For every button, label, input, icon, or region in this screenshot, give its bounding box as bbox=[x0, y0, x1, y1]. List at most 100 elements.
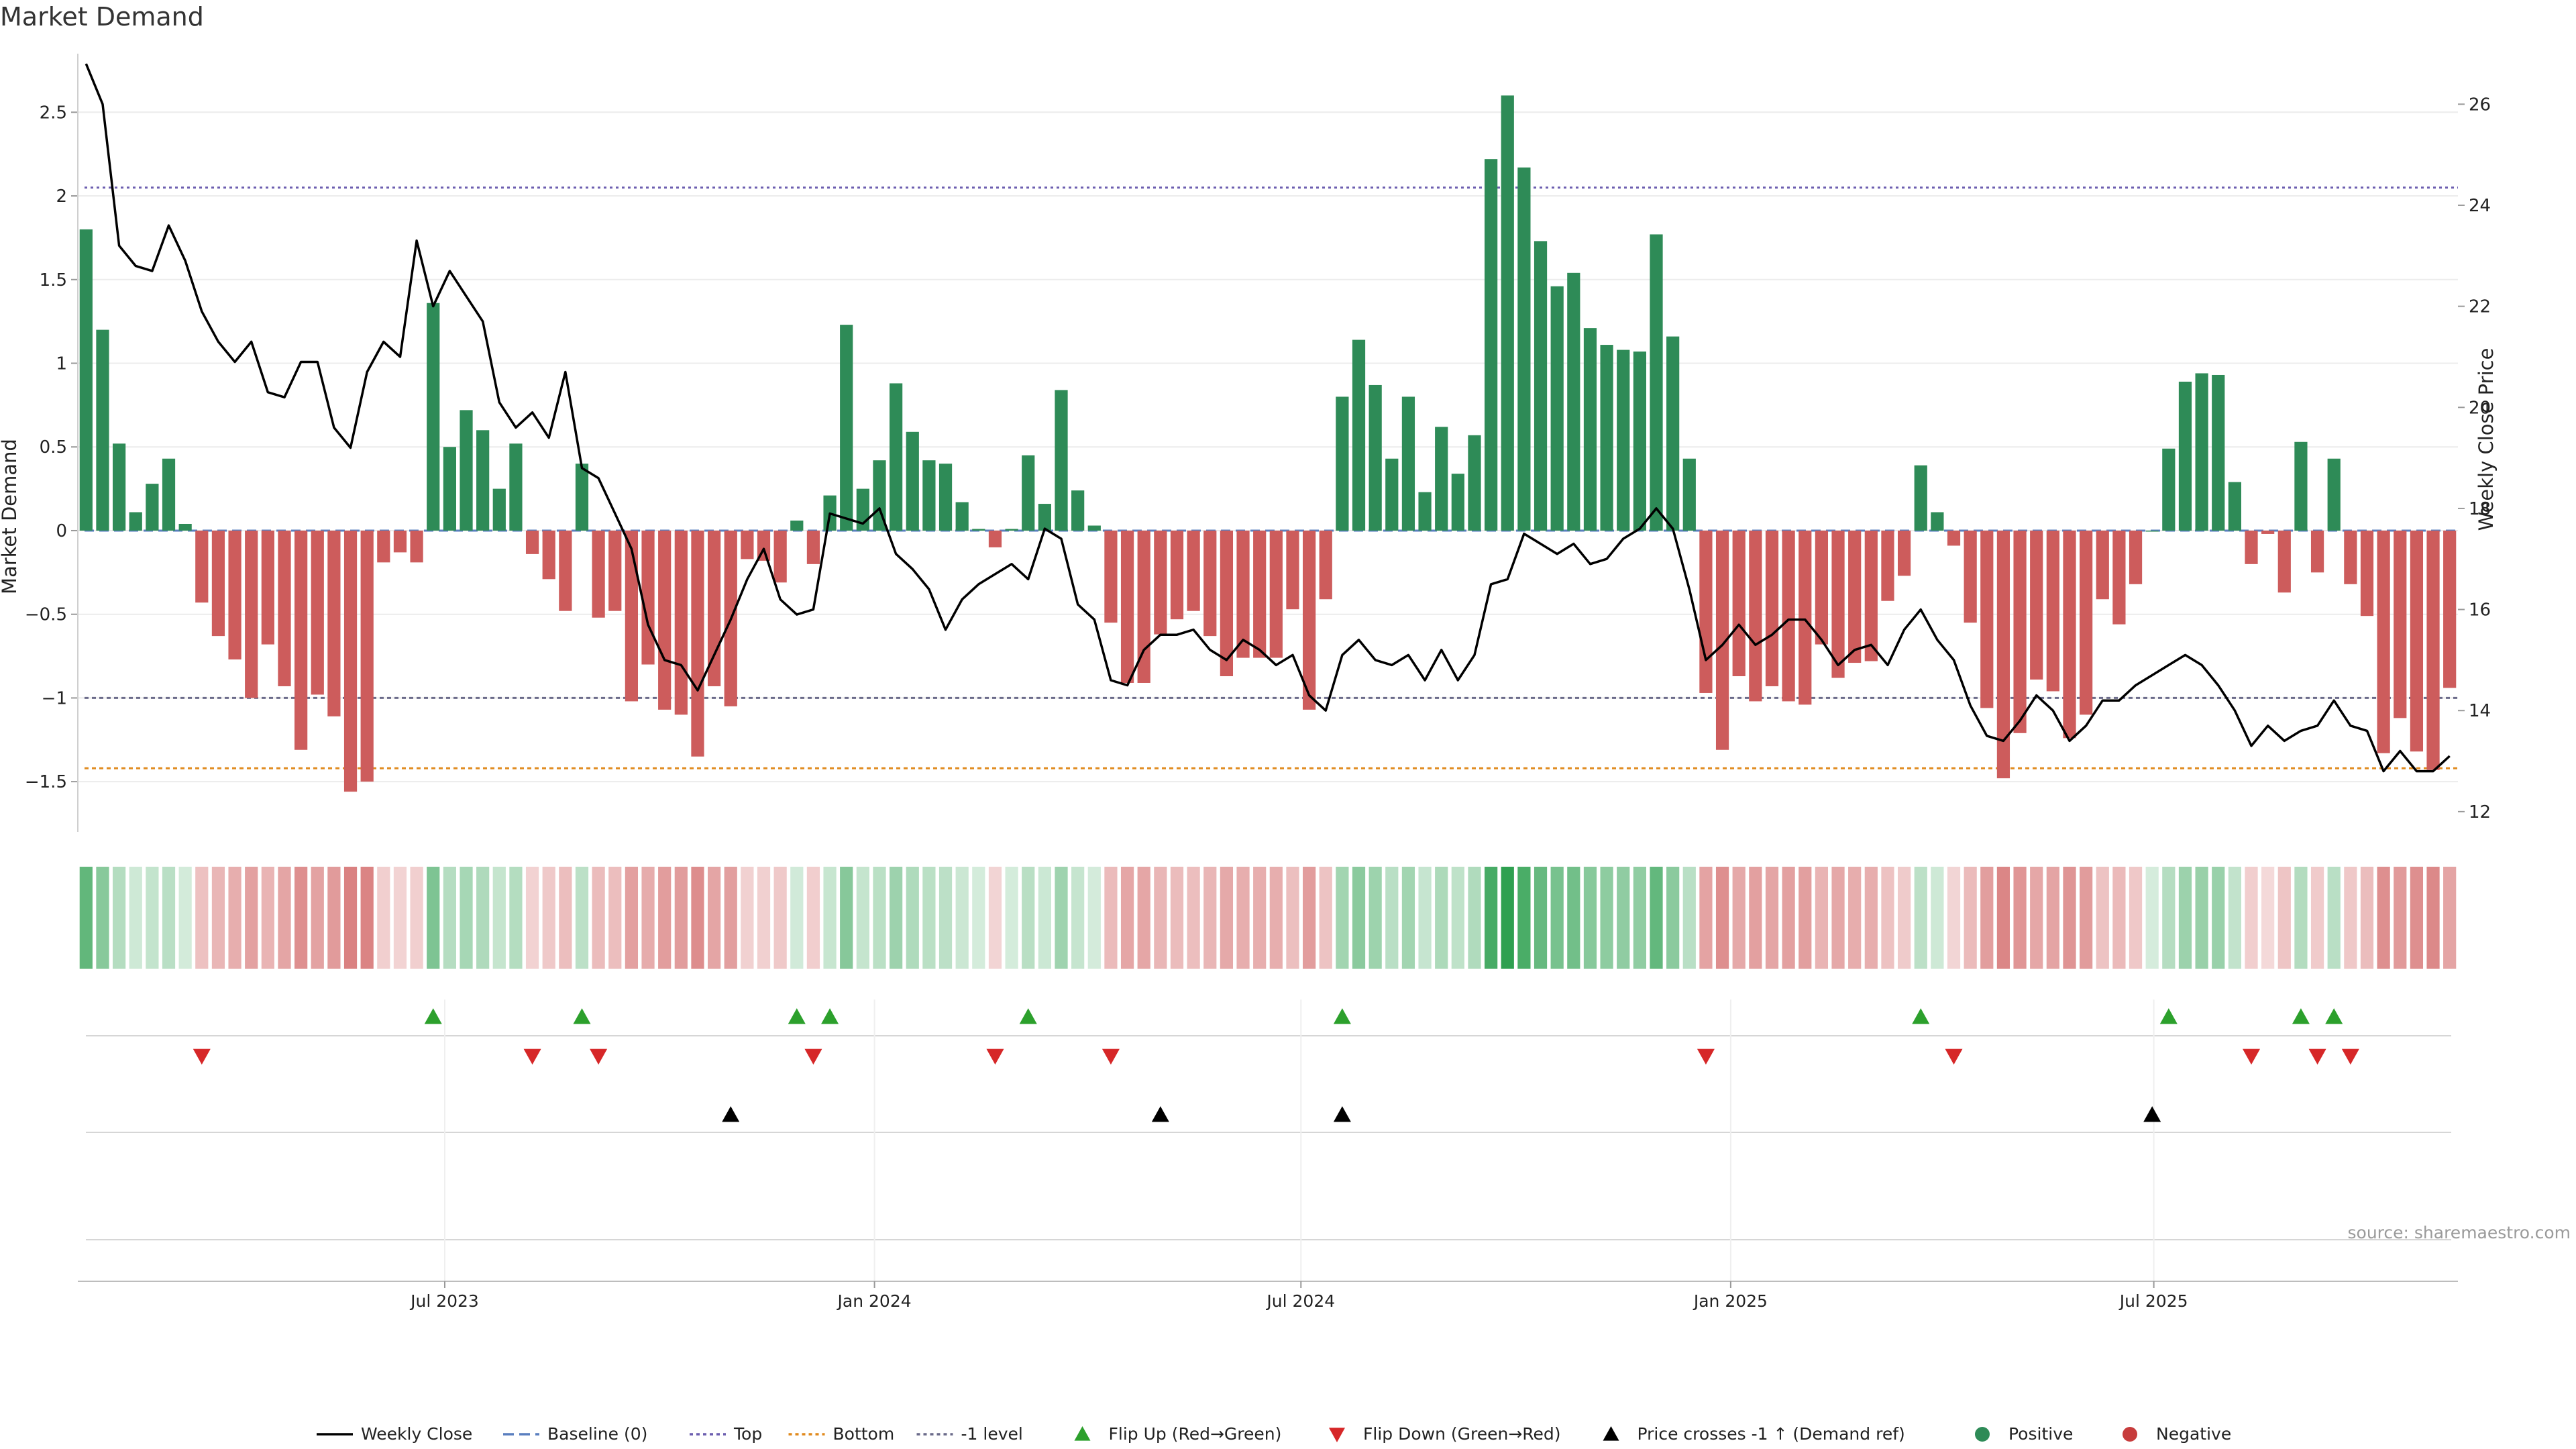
heat-cell bbox=[509, 867, 523, 969]
legend-label: Top bbox=[733, 1424, 762, 1444]
demand-bar bbox=[2129, 530, 2143, 584]
flip-up-marker bbox=[1912, 1008, 1930, 1024]
event-markers bbox=[86, 1000, 2451, 1281]
demand-bar bbox=[1071, 490, 1085, 531]
demand-bar bbox=[773, 530, 787, 583]
demand-bar bbox=[658, 530, 672, 710]
source-credit: source: sharemaestro.com bbox=[2348, 1223, 2571, 1242]
heat-cell bbox=[1187, 867, 1200, 969]
y2-tick-label: 14 bbox=[2469, 701, 2491, 721]
heat-cell bbox=[1236, 867, 1250, 969]
heat-cell bbox=[1831, 867, 1845, 969]
heat-cell bbox=[1534, 867, 1548, 969]
heat-cell bbox=[2443, 867, 2457, 969]
heat-cell bbox=[2162, 867, 2176, 969]
price-cross-marker bbox=[1151, 1106, 1169, 1122]
heat-cell bbox=[741, 867, 754, 969]
legend-label: Bottom bbox=[833, 1424, 895, 1444]
x-tick-label: Jul 2023 bbox=[409, 1291, 479, 1311]
demand-bar bbox=[1005, 529, 1018, 531]
heat-cell bbox=[1617, 867, 1630, 969]
heat-cell bbox=[2294, 867, 2308, 969]
flip-down-marker bbox=[804, 1049, 822, 1065]
y-tick-label: −1 bbox=[42, 688, 67, 708]
demand-bar bbox=[1137, 530, 1150, 683]
flip-down-marker bbox=[590, 1049, 608, 1065]
demand-bar bbox=[890, 383, 903, 531]
demand-bar bbox=[1385, 458, 1399, 531]
heat-cell bbox=[641, 867, 655, 969]
reference-lines bbox=[85, 186, 2458, 769]
heat-cell bbox=[2195, 867, 2208, 969]
heat-cell bbox=[1385, 867, 1399, 969]
demand-bar bbox=[2112, 530, 2126, 625]
heat-cell bbox=[460, 867, 473, 969]
demand-bar bbox=[294, 530, 308, 750]
demand-bar bbox=[840, 325, 853, 531]
heat-cell bbox=[2310, 867, 2324, 969]
y2-tick-label: 24 bbox=[2469, 196, 2491, 216]
heat-cell bbox=[674, 867, 688, 969]
demand-bar bbox=[972, 529, 985, 531]
demand-bar bbox=[2294, 441, 2308, 531]
flip-down-marker bbox=[1945, 1049, 1963, 1065]
demand-bar bbox=[443, 447, 456, 531]
demand-bar bbox=[112, 443, 126, 531]
demand-bar bbox=[525, 530, 539, 554]
demand-bar bbox=[641, 530, 655, 665]
heat-cell bbox=[112, 867, 126, 969]
heat-cell bbox=[1782, 867, 1795, 969]
heat-cell bbox=[1633, 867, 1646, 969]
legend-swatch bbox=[1603, 1426, 1619, 1441]
heat-cell bbox=[1864, 867, 1878, 969]
demand-bar bbox=[1352, 339, 1366, 531]
x-tick-label: Jul 2025 bbox=[2118, 1291, 2188, 1311]
heat-cell bbox=[1715, 867, 1729, 969]
heat-cell bbox=[1947, 867, 1961, 969]
demand-bar bbox=[1104, 530, 1118, 623]
heat-cell bbox=[2344, 867, 2357, 969]
heat-cell bbox=[2426, 867, 2440, 969]
demand-bar bbox=[245, 530, 258, 698]
heat-cell bbox=[129, 867, 142, 969]
heat-cell bbox=[1567, 867, 1580, 969]
heat-cell bbox=[311, 867, 324, 969]
heat-cell bbox=[840, 867, 853, 969]
heat-cell bbox=[1286, 867, 1299, 969]
demand-bar bbox=[195, 530, 209, 603]
heat-cell bbox=[542, 867, 555, 969]
legend-item: Weekly Close bbox=[317, 1424, 472, 1444]
heat-cell bbox=[476, 867, 490, 969]
legend-item: Bottom bbox=[788, 1424, 895, 1444]
demand-bar bbox=[1087, 525, 1101, 531]
heat-cell bbox=[2245, 867, 2258, 969]
heat-cell bbox=[773, 867, 787, 969]
heat-cell bbox=[1203, 867, 1217, 969]
demand-bar bbox=[2228, 482, 2241, 531]
heat-cell bbox=[1253, 867, 1267, 969]
demand-bar bbox=[1897, 530, 1911, 576]
heat-cell bbox=[1501, 867, 1514, 969]
heat-cell bbox=[228, 867, 241, 969]
heat-cell bbox=[1220, 867, 1234, 969]
heat-cell bbox=[1319, 867, 1332, 969]
demand-bar bbox=[1253, 530, 1267, 658]
demand-bar bbox=[2162, 448, 2176, 531]
heat-cell bbox=[377, 867, 390, 969]
heat-cell bbox=[1022, 867, 1035, 969]
legend-swatch bbox=[2123, 1427, 2137, 1442]
legend-swatch bbox=[1329, 1428, 1345, 1442]
demand-bar bbox=[1336, 396, 1349, 531]
demand-bar bbox=[146, 484, 159, 531]
flip-up-marker bbox=[788, 1008, 806, 1024]
heat-cell bbox=[2228, 867, 2241, 969]
heat-cell bbox=[2080, 867, 2093, 969]
demand-bar bbox=[1600, 345, 1613, 531]
demand-bar bbox=[2261, 530, 2275, 534]
demand-bar bbox=[575, 464, 589, 531]
demand-bar bbox=[1650, 234, 1663, 531]
price-cross-marker bbox=[1333, 1106, 1351, 1122]
flip-down-marker bbox=[986, 1049, 1004, 1065]
heat-cell bbox=[1368, 867, 1382, 969]
demand-bar bbox=[922, 460, 936, 531]
